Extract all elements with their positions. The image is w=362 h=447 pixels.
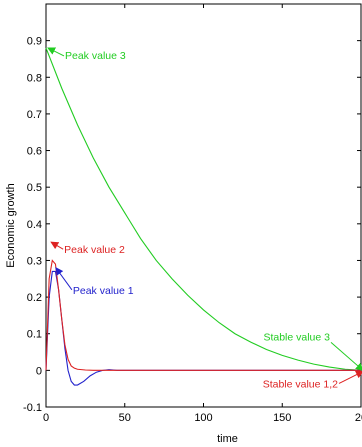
annotation-arrow bbox=[338, 371, 362, 384]
y-tick-label: 0.8 bbox=[27, 72, 42, 84]
annotation-arrow bbox=[47, 47, 65, 57]
y-tick-label: 0.6 bbox=[27, 146, 42, 158]
x-tick-label: 20 bbox=[355, 412, 362, 424]
x-axis-label: time bbox=[217, 433, 238, 445]
annotation-label: Peak value 2 bbox=[64, 244, 125, 256]
y-tick-label: 0.5 bbox=[27, 182, 42, 194]
y-tick-label: 0.9 bbox=[27, 36, 42, 48]
annotation-label: Stable value 3 bbox=[263, 331, 330, 343]
annotation-label: Peak value 3 bbox=[65, 50, 126, 62]
x-tick-label: 100 bbox=[194, 412, 212, 424]
annotation-label: Stable value 1,2 bbox=[263, 378, 338, 390]
y-axis-label: Economic growth bbox=[5, 183, 17, 267]
plot-frame bbox=[45, 3, 362, 408]
x-tick-label: 0 bbox=[43, 412, 49, 424]
y-tick-label: 0.7 bbox=[27, 109, 42, 121]
annotation-arrow bbox=[50, 241, 64, 250]
y-tick-label: 0.1 bbox=[27, 329, 42, 341]
x-tick-label: 50 bbox=[119, 412, 131, 424]
series-line-3 bbox=[45, 259, 361, 371]
y-tick-label: -0.1 bbox=[23, 402, 42, 414]
x-tick-label: 150 bbox=[273, 412, 291, 424]
annotation-arrow bbox=[330, 341, 362, 372]
y-tick-label: 0.3 bbox=[27, 255, 42, 267]
annotation-arrow bbox=[55, 266, 73, 291]
series-line-1 bbox=[45, 47, 362, 371]
y-tick-label: 0.4 bbox=[27, 219, 42, 231]
y-tick-label: 0.2 bbox=[27, 292, 42, 304]
y-tick-label: 0 bbox=[36, 365, 42, 377]
annotation-label: Peak value 1 bbox=[73, 285, 134, 297]
